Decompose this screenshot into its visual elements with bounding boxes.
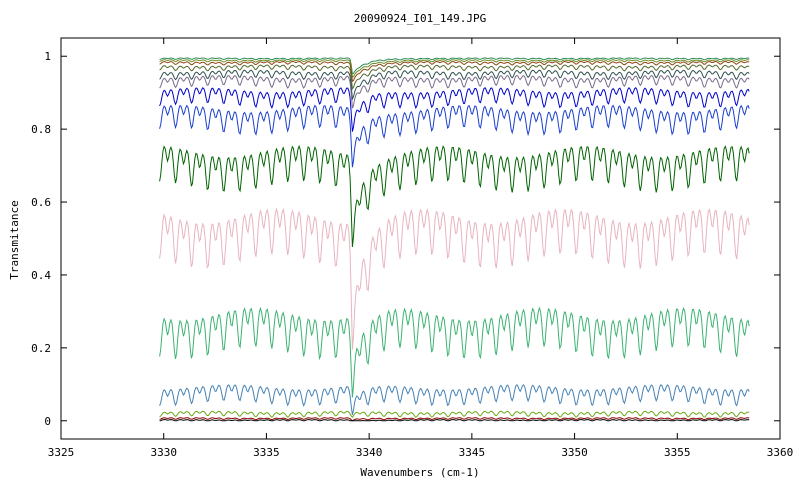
x-tick-label: 3335 (253, 446, 280, 459)
series-line (159, 417, 750, 422)
x-tick-label: 3360 (767, 446, 794, 459)
y-tick-label: 0 (44, 415, 51, 428)
series-line (159, 144, 750, 248)
series-line (159, 384, 750, 416)
y-tick-label: 1 (44, 50, 51, 63)
series-line (159, 87, 750, 132)
y-tick-label: 0.6 (31, 196, 51, 209)
series-line (159, 104, 750, 168)
x-tick-label: 3330 (150, 446, 177, 459)
series-line (159, 419, 750, 422)
chart-title: 20090924_I01_149.JPG (354, 12, 486, 25)
x-tick-label: 3355 (664, 446, 691, 459)
series-line (159, 207, 750, 350)
series-line (159, 69, 750, 101)
x-tick-label: 3340 (356, 446, 383, 459)
x-tick-label: 3325 (48, 446, 75, 459)
x-tick-label: 3350 (561, 446, 588, 459)
series-line (159, 64, 750, 90)
series-line (159, 59, 750, 78)
y-tick-label: 0.8 (31, 123, 51, 136)
x-axis-label: Wavenumbers (cm-1) (360, 466, 479, 479)
series-lines (159, 57, 750, 422)
series-line (159, 74, 750, 109)
series-line (159, 306, 750, 398)
plot-frame (60, 37, 781, 440)
series-line (159, 60, 750, 83)
series-line (159, 410, 750, 418)
y-tick-label: 0.4 (31, 269, 51, 282)
series-line (159, 57, 750, 75)
x-tick-label: 3345 (459, 446, 486, 459)
x-axis: 3325 3330 3335 3340 3345 3350 3355 3360 (48, 38, 794, 459)
y-axis-label: Transmitance (8, 200, 21, 279)
y-tick-label: 0.2 (31, 342, 51, 355)
y-axis: 0 0.2 0.4 0.6 0.8 1 (31, 50, 780, 428)
